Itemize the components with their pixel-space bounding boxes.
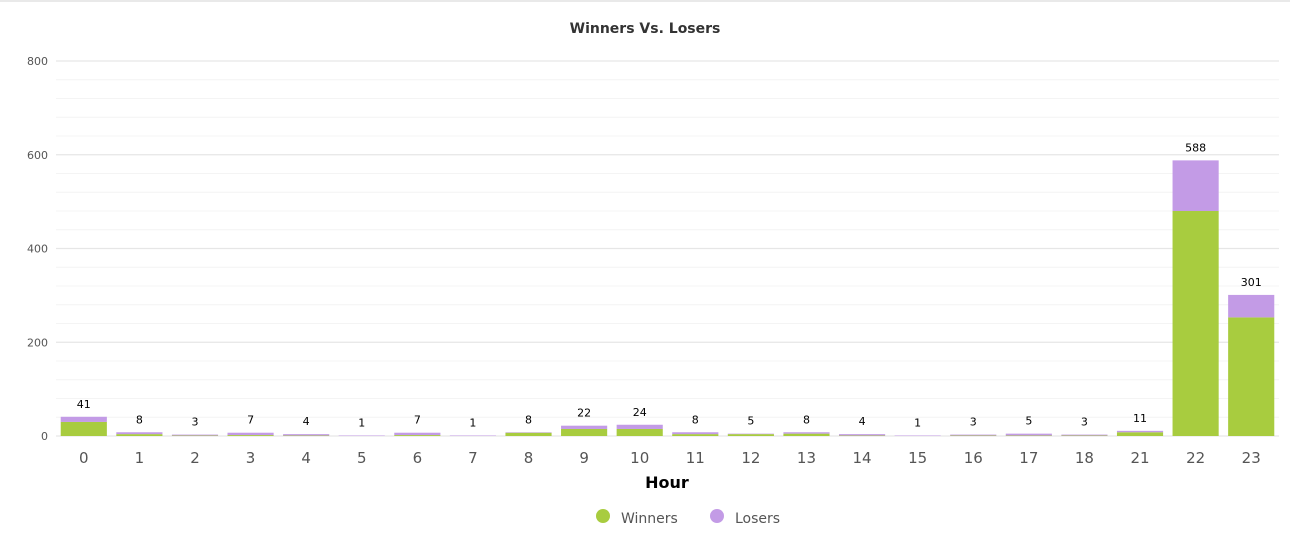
x-tick-label: 4 <box>301 449 311 467</box>
data-label-23: 301 <box>1241 276 1262 289</box>
data-label-3: 7 <box>247 414 254 427</box>
chart-title: Winners Vs. Losers <box>570 21 721 37</box>
data-label-7: 1 <box>469 417 476 430</box>
bar-losers-4[interactable] <box>283 434 330 436</box>
bar-winners-8[interactable] <box>505 432 552 436</box>
data-label-11: 8 <box>692 413 699 426</box>
bar-losers-10[interactable] <box>616 424 663 429</box>
x-axis-title: Hour <box>645 473 689 492</box>
x-tick-label: 12 <box>741 449 760 467</box>
bar-losers-6[interactable] <box>394 432 441 436</box>
bar-winners-0[interactable] <box>60 421 107 436</box>
x-tick-label: 7 <box>468 449 478 467</box>
bar-losers-22[interactable] <box>1172 160 1219 211</box>
y-axis-ticks: 0 200 400 600 800 <box>27 55 48 443</box>
grid-lines <box>56 60 1279 437</box>
data-label-9: 22 <box>577 407 591 420</box>
x-tick-label: 21 <box>1130 449 1149 467</box>
bar-winners-1[interactable] <box>116 434 163 436</box>
x-tick-label: 18 <box>1075 449 1094 467</box>
x-tick-label: 14 <box>853 449 872 467</box>
data-label-2: 3 <box>191 416 198 429</box>
legend: Winners Losers <box>596 509 780 527</box>
bar-losers-1[interactable] <box>116 432 163 435</box>
x-tick-label: 22 <box>1186 449 1205 467</box>
x-tick-label: 5 <box>357 449 367 467</box>
top-border <box>0 0 1290 2</box>
bar-losers-13[interactable] <box>783 432 830 434</box>
bar-losers-21[interactable] <box>1116 430 1164 433</box>
bar-winners-22[interactable] <box>1172 211 1219 436</box>
data-label-15: 1 <box>914 417 921 430</box>
y-tick-label: 800 <box>27 55 48 68</box>
y-tick-label: 0 <box>41 430 48 443</box>
data-label-8: 8 <box>525 413 532 426</box>
data-label-21: 11 <box>1133 412 1147 425</box>
y-tick-label: 200 <box>27 336 48 349</box>
x-tick-label: 8 <box>524 449 534 467</box>
bar-losers-23[interactable] <box>1228 294 1275 318</box>
x-tick-label: 16 <box>964 449 983 467</box>
x-tick-label: 0 <box>79 449 89 467</box>
x-tick-label: 6 <box>413 449 423 467</box>
x-tick-label: 11 <box>686 449 705 467</box>
y-tick-label: 400 <box>27 243 48 256</box>
data-label-1: 8 <box>136 413 143 426</box>
bar-winners-9[interactable] <box>561 428 608 436</box>
x-tick-label: 13 <box>797 449 816 467</box>
x-tick-label: 17 <box>1019 449 1038 467</box>
x-tick-label: 1 <box>135 449 145 467</box>
legend-marker-losers[interactable] <box>710 509 724 523</box>
x-tick-label: 15 <box>908 449 927 467</box>
data-label-18: 3 <box>1081 416 1088 429</box>
legend-marker-winners[interactable] <box>596 509 610 523</box>
bar-winners-12[interactable] <box>727 434 774 436</box>
x-tick-label: 2 <box>190 449 200 467</box>
legend-label-losers[interactable]: Losers <box>735 511 780 527</box>
data-label-16: 3 <box>970 416 977 429</box>
bar-losers-2[interactable] <box>171 434 219 436</box>
bar-losers-9[interactable] <box>561 425 608 429</box>
x-tick-label: 3 <box>246 449 256 467</box>
x-tick-label: 23 <box>1242 449 1261 467</box>
data-label-4: 4 <box>303 415 310 428</box>
data-label-5: 1 <box>358 417 365 430</box>
data-label-6: 7 <box>414 414 421 427</box>
bar-winners-23[interactable] <box>1228 317 1275 436</box>
data-label-10: 24 <box>633 406 647 419</box>
bar-winners-11[interactable] <box>672 434 719 436</box>
x-axis-ticks: 0 1 2 3 4 5 6 7 8 9 10 11 12 13 14 15 16 17 18 21 22 23 <box>79 449 1261 467</box>
legend-label-winners[interactable]: Winners <box>621 511 678 527</box>
bar-losers-14[interactable] <box>838 434 886 436</box>
bar-losers-17[interactable] <box>1005 433 1052 436</box>
bar-winners-21[interactable] <box>1116 432 1164 436</box>
data-label-12: 5 <box>747 415 754 428</box>
data-label-14: 4 <box>859 415 866 428</box>
data-label-0: 41 <box>77 398 91 411</box>
x-tick-label: 9 <box>579 449 589 467</box>
bars <box>60 160 1275 436</box>
bar-winners-10[interactable] <box>616 428 663 436</box>
y-tick-label: 600 <box>27 149 48 162</box>
x-tick-label: 10 <box>630 449 649 467</box>
bar-losers-3[interactable] <box>227 432 274 436</box>
bar-losers-18[interactable] <box>1061 434 1108 436</box>
bar-winners-13[interactable] <box>783 433 830 436</box>
bar-winners-6[interactable] <box>394 435 441 436</box>
bar-winners-3[interactable] <box>227 435 274 436</box>
bar-losers-0[interactable] <box>60 416 107 422</box>
bar-losers-11[interactable] <box>672 432 719 435</box>
data-label-22: 588 <box>1185 141 1206 154</box>
bar-losers-16[interactable] <box>950 434 997 436</box>
data-label-17: 5 <box>1025 415 1032 428</box>
data-label-13: 8 <box>803 413 810 426</box>
